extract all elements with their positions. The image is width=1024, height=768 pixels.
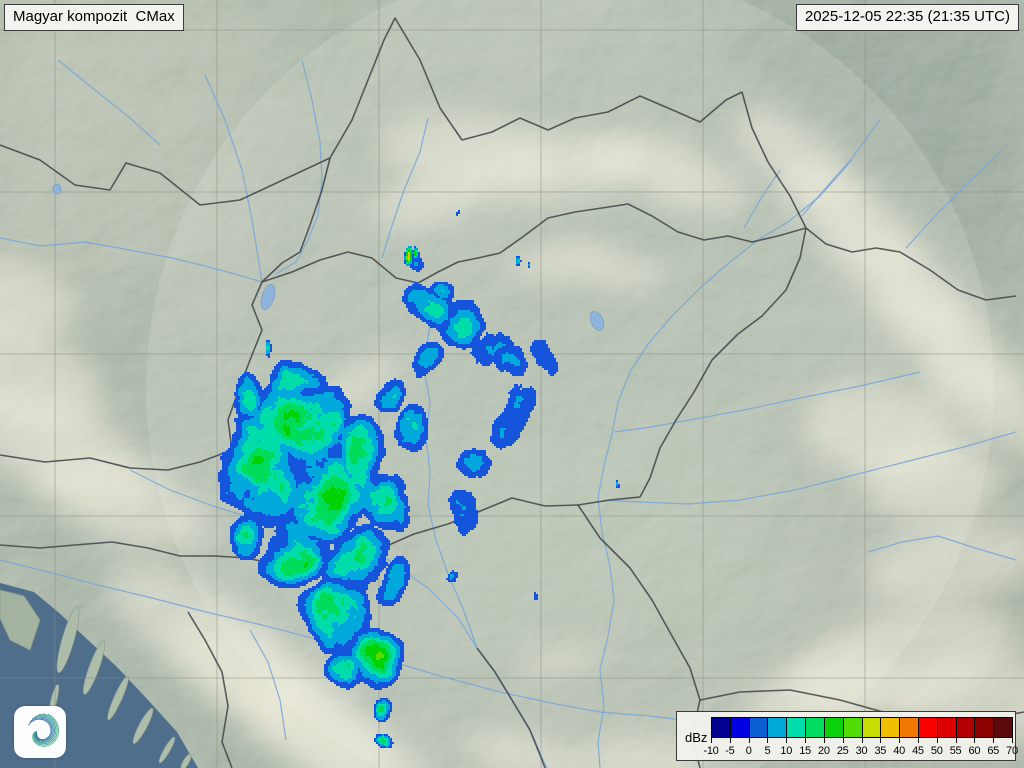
met-logo: [14, 706, 66, 758]
colorbar-tick: [955, 738, 957, 743]
colorbar-tick-label: 65: [987, 745, 1000, 757]
colorbar-tick: [974, 738, 976, 743]
colorbar-tick: [711, 738, 712, 743]
spiral-stroke: [33, 713, 58, 746]
colorbar-tick-label: -10: [703, 745, 719, 757]
colorbar-tick: [842, 738, 844, 743]
colorbar-cell: [823, 718, 843, 737]
colorbar-tick: [823, 738, 825, 743]
spiral-stroke: [34, 714, 57, 745]
colorbar-tick-label: 0: [745, 745, 752, 757]
colorbar-cell: [729, 718, 749, 737]
colorbar-cell: [861, 718, 881, 737]
spiral-stroke: [31, 716, 54, 742]
colorbar-cell: [805, 718, 824, 737]
colorbar-tick: [880, 738, 882, 743]
colorbar-cell: [748, 718, 768, 737]
colorbar-tick-label: 15: [799, 745, 811, 757]
colorbar-tick-label: 70: [1006, 745, 1018, 757]
colorbar-cell: [974, 718, 994, 737]
colorbar-cell: [786, 718, 806, 737]
colorbar-tick-label: 10: [780, 745, 793, 757]
product-title: Magyar kompozit CMax: [13, 8, 175, 25]
colorbar-tick-label: 45: [912, 745, 924, 757]
colorbar-tick-label: 55: [949, 745, 962, 757]
dbz-colorbar: [711, 717, 1013, 738]
spiral-icon: [28, 713, 59, 747]
colorbar-tick: [936, 738, 938, 743]
colorbar-tick: [805, 738, 807, 743]
colorbar-cell: [842, 718, 862, 737]
dbz-legend: dBz -10 -5 0 5 10 15 20 25 30 35 40 45 50 55 60 65 70: [676, 711, 1018, 761]
colorbar-cell: [899, 718, 918, 737]
colorbar-tick: [899, 738, 901, 743]
colorbar-cell: [955, 718, 975, 737]
colorbar-tick-label: 40: [893, 745, 905, 757]
colorbar-tick-label: 25: [836, 745, 849, 757]
colorbar-tick: [993, 738, 995, 743]
colorbar-cell: [917, 718, 937, 737]
colorbar-tick: [767, 738, 769, 743]
colorbar-cell: [993, 718, 1012, 737]
colorbar-tick-label: 30: [855, 745, 868, 757]
colorbar-tick-label: -5: [725, 745, 735, 757]
colorbar-tick: [748, 738, 750, 743]
colorbar-tick: [786, 738, 788, 743]
product-title-box: Magyar kompozit CMax: [4, 4, 184, 31]
legend-unit-label: dBz: [685, 730, 708, 745]
colorbar-tick: [861, 738, 863, 743]
colorbar-tick-label: 50: [930, 745, 943, 757]
colorbar-cell: [936, 718, 956, 737]
colorbar-cell: [767, 718, 787, 737]
colorbar-cell: [712, 718, 730, 737]
spiral-stroke: [29, 717, 53, 741]
colorbar-tick: [917, 738, 919, 743]
colorbar-tick-label: 35: [874, 745, 887, 757]
colorbar-tick: [1012, 738, 1013, 743]
colorbar-tick: [729, 738, 731, 743]
colorbar-tick-label: 5: [764, 745, 771, 757]
spiral-stroke: [28, 718, 52, 741]
timestamp-box: 2025-12-05 22:35 (21:35 UTC): [795, 4, 1019, 31]
colorbar-tick-label: 20: [818, 745, 830, 757]
colorbar-tick-label: 60: [968, 745, 981, 757]
colorbar-cell: [880, 718, 900, 737]
spiral-stroke: [32, 713, 59, 747]
spiral-stroke: [34, 715, 56, 743]
timestamp: 2025-12-05 22:35 (21:35 UTC): [804, 8, 1010, 25]
